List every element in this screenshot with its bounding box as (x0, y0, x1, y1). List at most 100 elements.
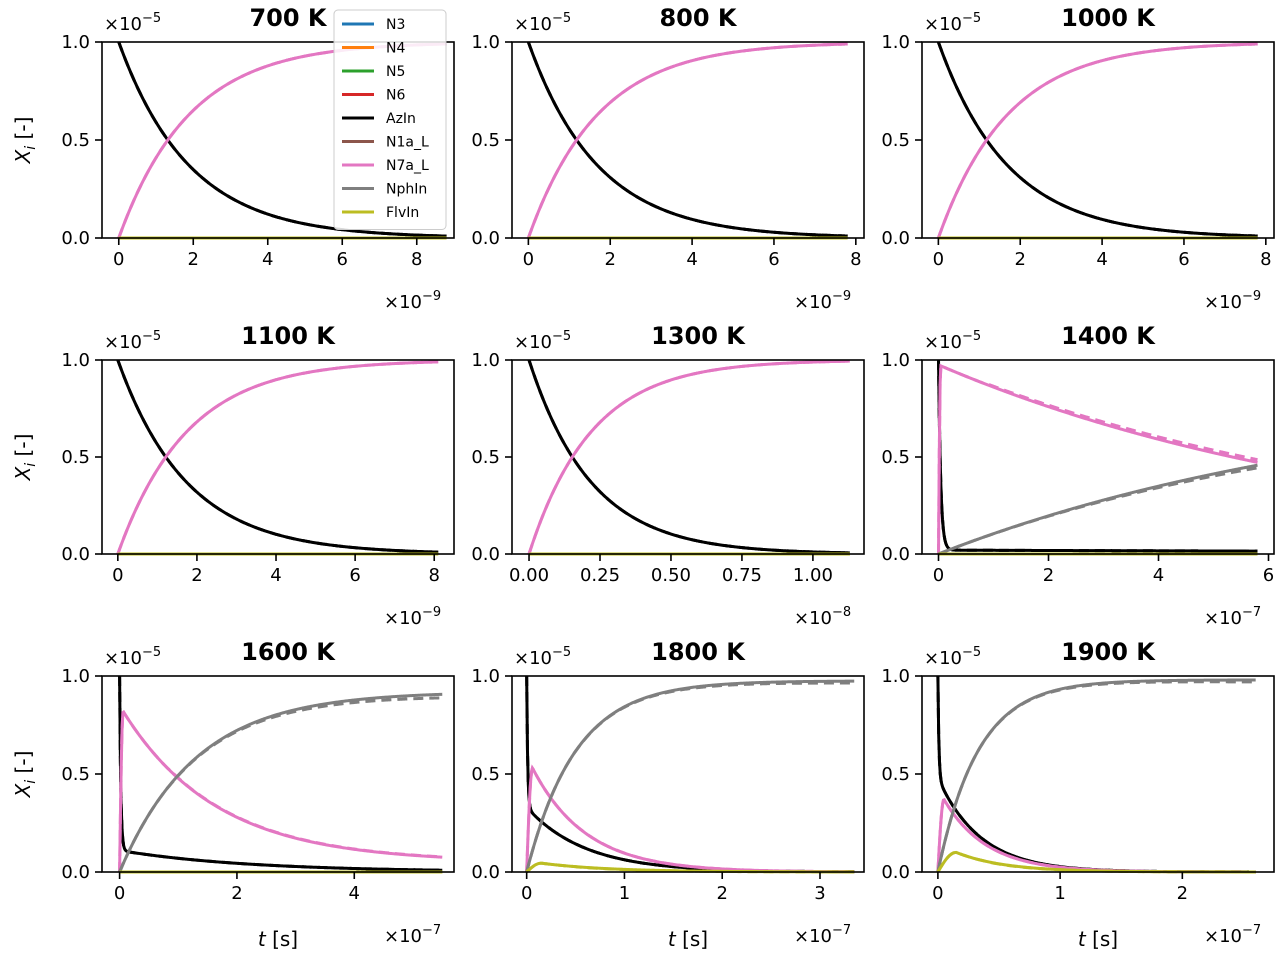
x-exponent-power: −9 (832, 289, 851, 304)
axes-frame (511, 41, 865, 239)
y-exponent-power: −5 (962, 645, 981, 660)
y-exponent-label: ×10−5 (514, 645, 571, 669)
panel-1400k: 0 2 4 6 0.0 0.5 1.0 1400 K ×10−5 ×10−7 (881, 322, 1275, 629)
legend-label-nphin: NphIn (386, 182, 427, 198)
x-axis-label: t [s] (258, 927, 298, 951)
x-tick-label: 0 (933, 249, 944, 270)
panel-1300k: 0.00 0.25 0.50 0.75 1.00 0.0 0.5 1.0 1300 K ×10−5… (471, 322, 865, 629)
panel-1100k: 0 2 4 6 8 0.0 0.5 1.0 1100 K ×10−5 ×10−9 Xi [-] (11, 322, 455, 629)
y-tick-label: 0.5 (881, 130, 910, 151)
axes-frame (511, 359, 865, 555)
plot-area (527, 359, 850, 556)
x-tick-label: 2 (716, 883, 727, 904)
plot-area (936, 41, 1258, 240)
x-tick-label: 2 (1015, 249, 1026, 270)
y-axis-label: Xi [-] (11, 751, 39, 799)
y-exponent-label: ×10−5 (514, 329, 571, 353)
y-exponent-power: −5 (962, 329, 981, 344)
x-tick-label: 4 (686, 249, 697, 270)
series-line-azin (527, 359, 850, 555)
x-tick-label: 1.00 (793, 565, 833, 586)
series-dashed-n7a_l (117, 42, 447, 239)
x-exponent-label: ×10−9 (384, 289, 441, 313)
series-line-n7a_l (937, 363, 1258, 555)
y-tick-label: 1.0 (61, 666, 90, 687)
y-tick-label: 0.0 (471, 862, 500, 883)
axes-frame (101, 359, 455, 555)
y-exponent-label: ×10−5 (104, 11, 161, 35)
x-tick-label: 0 (113, 249, 124, 270)
axes-frame (101, 675, 455, 873)
axes-frame (511, 675, 865, 873)
series-dashed-n7a_l (116, 360, 439, 555)
x-tick-label: 6 (1263, 565, 1274, 586)
x-axis-label: t [s] (1078, 927, 1118, 951)
x-tick-label: 3 (814, 883, 825, 904)
panel-title: 1300 K (651, 322, 746, 350)
panel-title: 1000 K (1061, 4, 1156, 32)
x-exponent-power: −7 (832, 923, 851, 938)
series-dashed-azin (527, 359, 850, 555)
x-exponent-label: ×10−7 (1204, 923, 1261, 947)
y-tick-label: 0.0 (471, 228, 500, 249)
x-axis-label-var: t (1078, 927, 1087, 951)
plot-area (116, 359, 439, 556)
x-exponent-power: −9 (1242, 289, 1261, 304)
series-line-n7a_l (116, 360, 439, 555)
y-tick-label: 0.0 (61, 862, 90, 883)
y-exponent-power: −5 (142, 329, 161, 344)
panel-title: 700 K (249, 4, 327, 32)
series-dashed-nphin (118, 696, 443, 873)
y-tick-label: 0.5 (471, 447, 500, 468)
x-tick-label: 0 (112, 565, 123, 586)
series-dashed-azin (118, 675, 443, 872)
x-tick-label: 8 (411, 249, 422, 270)
y-axis-label-unit: [-] (11, 117, 35, 146)
y-tick-label: 0.5 (471, 130, 500, 151)
series-line-n7a_l (527, 359, 850, 555)
plot-area (526, 41, 848, 240)
x-exponent-label: ×10−7 (794, 923, 851, 947)
series-line-azin (525, 675, 855, 874)
x-exponent-power: −9 (422, 289, 441, 304)
x-tick-label: 0.75 (722, 565, 762, 586)
axes-frame (921, 41, 1275, 239)
x-tick-label: 0.00 (509, 565, 549, 586)
series-line-n7a_l (118, 709, 443, 873)
legend-label-n7a_l: N7a_L (386, 158, 429, 174)
x-axis-label-var: t (258, 927, 267, 951)
x-tick-label: 0.25 (580, 565, 620, 586)
y-axis-label-sub: i (23, 780, 39, 784)
x-exponent-power: −7 (422, 923, 441, 938)
y-tick-label: 1.0 (881, 666, 910, 687)
series-dashed-n7a_l (937, 363, 1258, 555)
y-axis-label-sub: i (23, 463, 39, 467)
y-axis-label-base: X (11, 148, 35, 164)
series-line-azin (937, 359, 1258, 553)
series-dashed-azin (936, 675, 1256, 874)
series-dashed-nphin (937, 466, 1258, 556)
x-tick-label: 1 (1054, 883, 1065, 904)
x-tick-label: 0 (932, 883, 943, 904)
legend-box (333, 9, 447, 230)
y-tick-label: 0.5 (61, 130, 90, 151)
y-axis-label-unit: [-] (11, 434, 35, 463)
x-exponent-power: −7 (1242, 923, 1261, 938)
y-axis-label-base: X (11, 465, 35, 481)
y-exponent-label: ×10−5 (924, 329, 981, 353)
y-axis-label: Xi [-] (11, 117, 39, 165)
panel-1000k: 0 2 4 6 8 0.0 0.5 1.0 1000 K ×10−5 ×10−9 (881, 4, 1275, 313)
x-tick-label: 0 (933, 565, 944, 586)
series-dashed-n7a_l (936, 42, 1258, 239)
series-dashed-azin (116, 359, 439, 554)
x-exponent-label: ×10−9 (794, 289, 851, 313)
series-dashed-nphin (936, 680, 1256, 873)
y-exponent-label: ×10−5 (924, 645, 981, 669)
x-tick-label: 0 (114, 883, 125, 904)
y-exponent-power: −5 (142, 645, 161, 660)
panel-title: 1400 K (1061, 322, 1156, 350)
plot-area (118, 675, 443, 874)
series-dashed-n7a_l (118, 709, 443, 873)
series-dashed-azin (936, 41, 1258, 238)
